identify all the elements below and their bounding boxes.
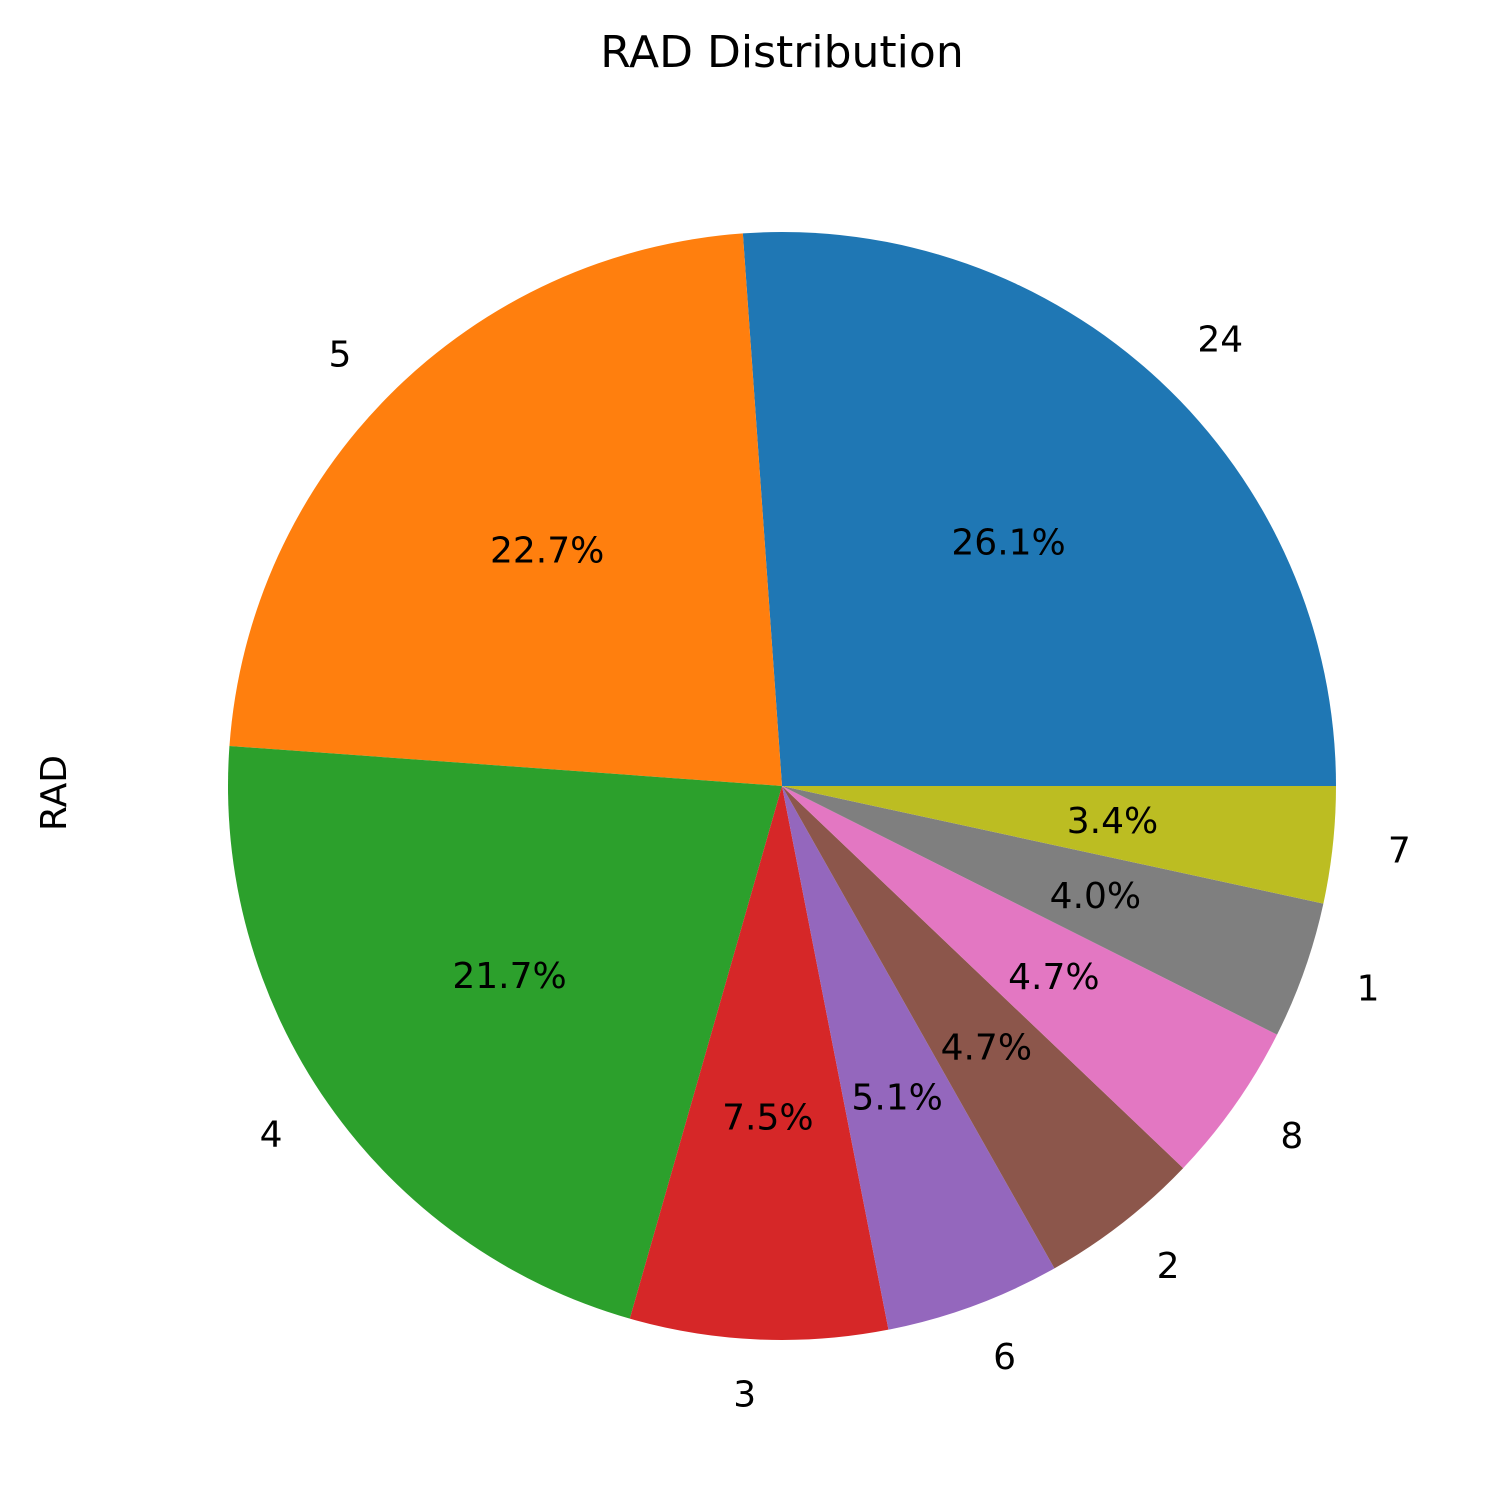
- category-label-1: 1: [1357, 969, 1380, 1010]
- category-label-3: 3: [733, 1374, 756, 1415]
- percent-label-2: 4.7%: [941, 1028, 1032, 1069]
- pie-slice-7: [782, 786, 1336, 904]
- pie-slice-5: [229, 233, 782, 786]
- category-labels: 24 5 4 3 6 2 8 1 7: [260, 320, 1411, 1416]
- pie-slice-2: [782, 786, 1184, 1269]
- percent-labels: 26.1% 22.7% 21.7% 7.5% 5.1% 4.7% 4.7% 4.0% 3.4%: [452, 522, 1158, 1138]
- pie-slice-4: [228, 745, 783, 1319]
- y-axis-label: RAD: [34, 755, 75, 831]
- percent-label-7: 3.4%: [1067, 801, 1158, 842]
- percent-label-5: 22.7%: [490, 530, 604, 571]
- pie-slice-24: [742, 231, 1336, 787]
- category-label-2: 2: [1157, 1246, 1180, 1287]
- percent-label-6: 5.1%: [851, 1077, 942, 1118]
- category-label-5: 5: [329, 334, 352, 375]
- category-label-6: 6: [993, 1337, 1016, 1378]
- category-label-4: 4: [260, 1115, 283, 1156]
- percent-label-1: 4.0%: [1050, 876, 1141, 917]
- pie-slice-1: [782, 786, 1324, 1035]
- percent-label-24: 26.1%: [951, 522, 1065, 563]
- percent-label-4: 21.7%: [452, 956, 566, 997]
- chart-title: RAD Distribution: [600, 27, 963, 78]
- pie-slice-6: [782, 786, 1055, 1330]
- pie-slice-3: [629, 786, 889, 1340]
- percent-label-3: 7.5%: [722, 1098, 813, 1139]
- category-label-8: 8: [1280, 1116, 1303, 1157]
- category-label-24: 24: [1197, 320, 1243, 361]
- pie-slices: [228, 231, 1336, 1340]
- category-label-7: 7: [1388, 831, 1411, 872]
- percent-label-8: 4.7%: [1008, 957, 1099, 998]
- pie-slice-8: [782, 786, 1278, 1169]
